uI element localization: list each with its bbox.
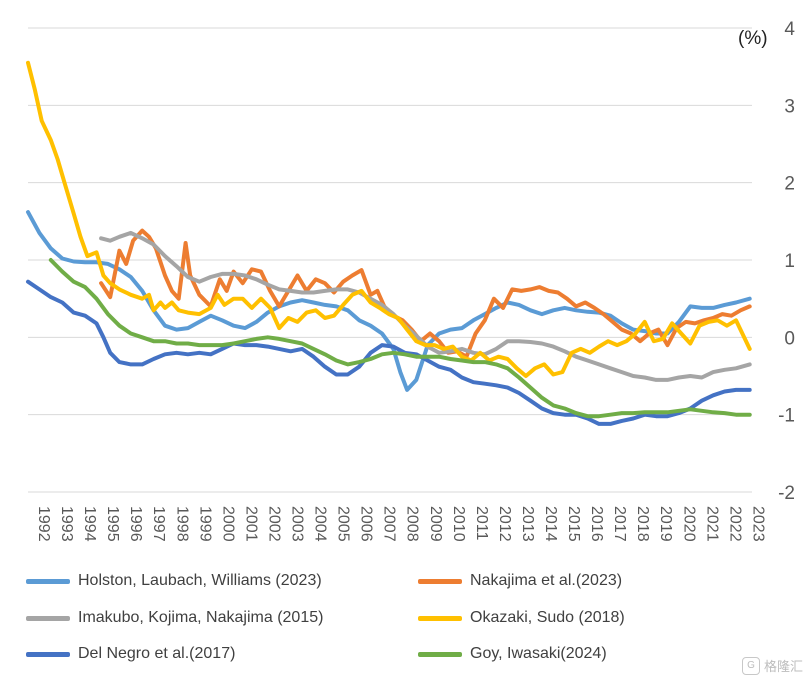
- x-tick-label: 2022: [726, 506, 743, 542]
- x-tick-label: 2013: [519, 506, 536, 542]
- x-tick-label: 1993: [58, 506, 75, 542]
- x-tick-label: 2010: [450, 506, 467, 542]
- x-tick-label: 2012: [496, 506, 513, 542]
- x-tick-label: 2019: [657, 506, 674, 542]
- y-tick-label: 1: [784, 251, 795, 272]
- y-tick-label: 3: [784, 96, 795, 117]
- series-line: [99, 230, 752, 382]
- legend-label: Goy, Iwasaki(2024): [470, 645, 607, 662]
- x-tick-label: 2005: [335, 506, 352, 542]
- x-tick-label: 2021: [703, 506, 720, 542]
- unit-label: (%): [738, 28, 768, 49]
- x-tick-label: 2018: [634, 506, 651, 542]
- x-tick-label: 2023: [749, 506, 766, 542]
- x-tick-label: 2017: [611, 506, 628, 542]
- legend-swatch: [418, 615, 462, 621]
- watermark-text: 格隆汇: [763, 659, 803, 674]
- y-tick-label: 2: [784, 174, 795, 195]
- y-tick-label: 4: [784, 19, 795, 40]
- series-line: [26, 60, 752, 378]
- legend-item: Goy, Iwasaki(2024): [418, 642, 607, 666]
- legend-item: Del Negro et al.(2017): [26, 642, 235, 666]
- series-lines: [26, 60, 752, 426]
- legend-swatch: [26, 651, 70, 657]
- gridlines: [28, 27, 752, 493]
- x-tick-label: 1992: [35, 506, 52, 542]
- legend: Holston, Laubach, Williams (2023) Nakaji…: [0, 560, 811, 670]
- logo-icon: G: [741, 656, 760, 675]
- x-tick-label: 2000: [219, 506, 236, 542]
- legend-swatch: [26, 615, 70, 621]
- watermark: G 格隆汇: [741, 656, 803, 675]
- x-tick-label: 2003: [289, 506, 306, 542]
- x-tick-label: 2014: [542, 506, 559, 542]
- x-tick-label: 1998: [173, 506, 190, 542]
- y-tick-label: -2: [778, 483, 795, 504]
- x-tick-label: 2002: [265, 506, 282, 542]
- legend-swatch: [418, 578, 462, 584]
- x-tick-label: 2009: [427, 506, 444, 542]
- y-tick-label: 0: [784, 328, 795, 349]
- x-tick-label: 1997: [150, 506, 167, 542]
- x-tick-label: 2008: [404, 506, 421, 542]
- x-tick-label: 1995: [104, 506, 121, 542]
- legend-label: Imakubo, Kojima, Nakajima (2015): [78, 609, 324, 626]
- x-tick-label: 2015: [565, 506, 582, 542]
- x-tick-label: 1996: [127, 506, 144, 542]
- legend-item: Imakubo, Kojima, Nakajima (2015): [26, 606, 323, 630]
- x-tick-label: 2001: [242, 506, 259, 542]
- legend-label: Okazaki, Sudo (2018): [470, 609, 625, 626]
- y-tick-label: -1: [778, 406, 795, 427]
- x-tick-labels: 1992 1993 1994 1995 1996 1997 1998 1999 2000 2001…: [35, 506, 766, 542]
- legend-label: Del Negro et al.(2017): [78, 645, 236, 662]
- x-tick-label: 2020: [680, 506, 697, 542]
- x-tick-label: 2006: [358, 506, 375, 542]
- x-tick-label: 2011: [473, 506, 490, 541]
- x-tick-label: 2007: [381, 506, 398, 542]
- series-line: [26, 279, 752, 426]
- legend-label: Holston, Laubach, Williams (2023): [78, 572, 322, 589]
- x-tick-label: 2016: [588, 506, 605, 542]
- x-tick-label: 2004: [312, 506, 329, 542]
- legend-item: Holston, Laubach, Williams (2023): [26, 569, 322, 593]
- x-tick-label: 1994: [81, 506, 98, 542]
- legend-swatch: [26, 578, 70, 584]
- legend-label: Nakajima et al.(2023): [470, 572, 623, 589]
- legend-swatch: [418, 651, 462, 657]
- legend-item: Nakajima et al.(2023): [418, 569, 622, 593]
- y-tick-labels: -2 -1 0 1 2 3 4: [778, 19, 795, 504]
- series-line: [48, 258, 752, 419]
- x-tick-label: 1999: [196, 506, 213, 542]
- legend-item: Okazaki, Sudo (2018): [418, 606, 625, 630]
